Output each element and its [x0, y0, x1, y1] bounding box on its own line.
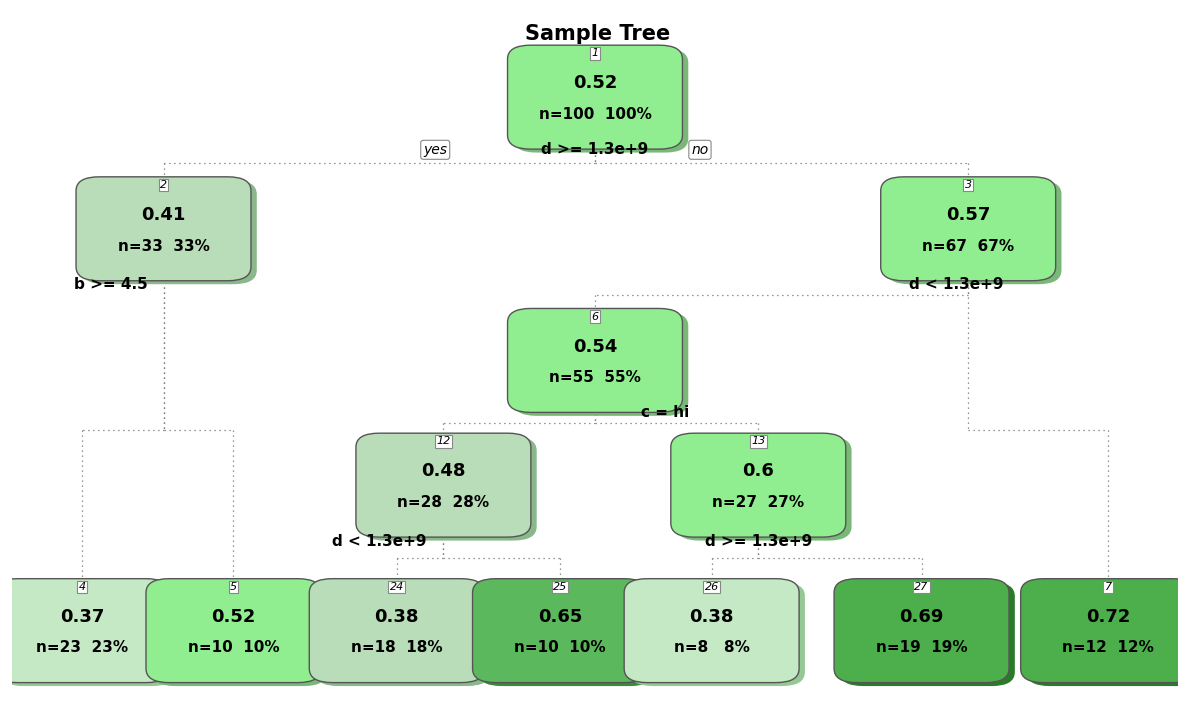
Text: 26: 26 [704, 582, 719, 592]
FancyBboxPatch shape [887, 180, 1061, 284]
Text: b >= 4.5: b >= 4.5 [74, 276, 148, 292]
Text: n=19  19%: n=19 19% [876, 641, 967, 655]
FancyBboxPatch shape [478, 582, 653, 686]
FancyBboxPatch shape [834, 578, 1009, 683]
FancyBboxPatch shape [513, 312, 688, 416]
FancyBboxPatch shape [1021, 578, 1190, 683]
Text: Sample Tree: Sample Tree [525, 25, 670, 45]
Text: 7: 7 [1104, 582, 1111, 592]
Text: 27: 27 [914, 582, 928, 592]
Text: n=55  55%: n=55 55% [549, 370, 641, 385]
Text: 6: 6 [591, 312, 599, 322]
Text: n=23  23%: n=23 23% [36, 641, 129, 655]
Text: 12: 12 [437, 436, 451, 446]
Text: n=10  10%: n=10 10% [514, 641, 606, 655]
FancyBboxPatch shape [630, 582, 804, 686]
FancyBboxPatch shape [315, 582, 490, 686]
Text: d < 1.3e+9: d < 1.3e+9 [332, 534, 426, 549]
Text: no: no [691, 143, 708, 157]
Text: n=33  33%: n=33 33% [118, 238, 209, 254]
FancyBboxPatch shape [356, 433, 531, 537]
Text: 24: 24 [389, 582, 403, 592]
FancyBboxPatch shape [146, 578, 321, 683]
Text: yes: yes [424, 143, 447, 157]
Text: 0.52: 0.52 [212, 608, 256, 626]
FancyBboxPatch shape [82, 180, 257, 284]
FancyBboxPatch shape [624, 578, 798, 683]
Text: 0.65: 0.65 [538, 608, 582, 626]
Text: n=12  12%: n=12 12% [1063, 641, 1154, 655]
Text: d < 1.3e+9: d < 1.3e+9 [909, 276, 1004, 292]
FancyBboxPatch shape [1027, 582, 1190, 686]
Text: n=27  27%: n=27 27% [712, 495, 804, 510]
Text: n=100  100%: n=100 100% [539, 107, 651, 122]
Text: 13: 13 [751, 436, 765, 446]
FancyBboxPatch shape [362, 437, 537, 541]
Text: d >= 1.3e+9: d >= 1.3e+9 [541, 142, 649, 157]
FancyBboxPatch shape [76, 177, 251, 281]
Text: n=10  10%: n=10 10% [188, 641, 280, 655]
Text: 0.72: 0.72 [1086, 608, 1130, 626]
FancyBboxPatch shape [881, 177, 1056, 281]
Text: n=18  18%: n=18 18% [351, 641, 443, 655]
Text: 0.6: 0.6 [743, 462, 775, 480]
Text: 0.41: 0.41 [142, 206, 186, 224]
Text: 0.57: 0.57 [946, 206, 990, 224]
Text: 2: 2 [159, 180, 167, 190]
FancyBboxPatch shape [472, 578, 647, 683]
Text: 4: 4 [79, 582, 86, 592]
FancyBboxPatch shape [309, 578, 484, 683]
Text: 0.38: 0.38 [375, 608, 419, 626]
FancyBboxPatch shape [513, 49, 688, 153]
Text: 3: 3 [965, 180, 972, 190]
Text: 0.54: 0.54 [572, 337, 618, 356]
Text: 1: 1 [591, 48, 599, 59]
Text: 5: 5 [230, 582, 237, 592]
FancyBboxPatch shape [840, 582, 1015, 686]
Text: 0.69: 0.69 [900, 608, 944, 626]
Text: n=8   8%: n=8 8% [674, 641, 750, 655]
Text: n=67  67%: n=67 67% [922, 238, 1014, 254]
FancyBboxPatch shape [0, 578, 169, 683]
FancyBboxPatch shape [507, 308, 682, 412]
FancyBboxPatch shape [152, 582, 327, 686]
Text: 0.37: 0.37 [60, 608, 104, 626]
Text: 0.52: 0.52 [572, 74, 618, 93]
FancyBboxPatch shape [677, 437, 852, 541]
Text: d >= 1.3e+9: d >= 1.3e+9 [704, 534, 812, 549]
Text: n=28  28%: n=28 28% [397, 495, 489, 510]
Text: 0.48: 0.48 [421, 462, 465, 480]
FancyBboxPatch shape [507, 45, 682, 149]
Text: 25: 25 [553, 582, 568, 592]
Text: 0.38: 0.38 [689, 608, 734, 626]
FancyBboxPatch shape [0, 582, 175, 686]
Text: c = hi: c = hi [641, 405, 689, 420]
FancyBboxPatch shape [671, 433, 846, 537]
